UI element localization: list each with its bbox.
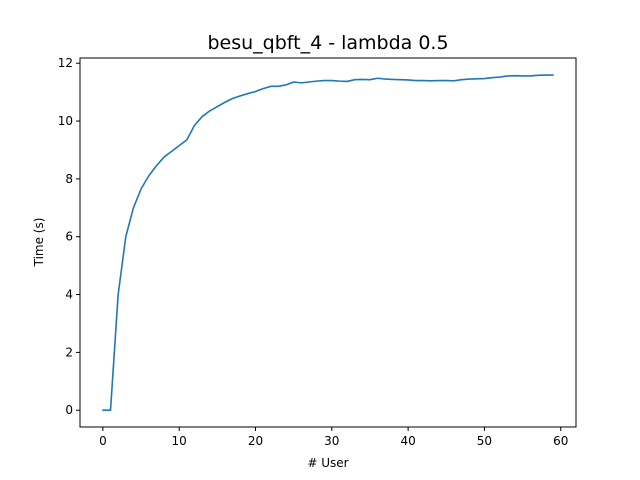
data-point [102, 409, 104, 411]
data-point [209, 110, 211, 112]
data-point [430, 80, 432, 82]
y-tick-label: 2 [65, 345, 73, 359]
data-point [346, 81, 348, 83]
data-point [552, 74, 554, 76]
data-point [323, 80, 325, 82]
y-axis-label: Time (s) [32, 218, 46, 268]
series-line-0 [102, 74, 554, 412]
data-point [201, 116, 203, 118]
data-point [148, 175, 150, 177]
x-tick-label: 40 [400, 434, 415, 448]
data-point [156, 165, 158, 167]
data-point [331, 80, 333, 82]
data-point [529, 75, 531, 77]
data-point [484, 78, 486, 80]
data-point [270, 86, 272, 88]
data-point [384, 78, 386, 80]
data-point [407, 79, 409, 81]
data-point [194, 125, 196, 127]
data-point [217, 106, 219, 108]
x-tick-label: 30 [324, 434, 339, 448]
data-point [278, 86, 280, 88]
y-tick-label: 8 [65, 172, 73, 186]
x-tick-label: 50 [477, 434, 492, 448]
series-layer [102, 74, 554, 412]
data-point [537, 75, 539, 77]
plot-background [80, 58, 576, 427]
data-point [499, 76, 501, 78]
y-axis: 0 2 4 6 8 10 12 [58, 56, 80, 417]
data-point [445, 80, 447, 82]
x-tick-label: 0 [99, 434, 107, 448]
data-point [491, 77, 493, 79]
data-point [423, 80, 425, 82]
data-point [300, 82, 302, 84]
data-point [232, 98, 234, 100]
data-point [140, 188, 142, 190]
data-point [438, 80, 440, 82]
data-point [400, 79, 402, 81]
data-point [308, 81, 310, 83]
data-point [186, 139, 188, 141]
data-point [117, 294, 119, 296]
data-point [247, 93, 249, 95]
plot-area [80, 58, 576, 427]
data-point [239, 95, 241, 97]
data-point [461, 79, 463, 81]
data-point [507, 75, 509, 77]
data-point [171, 151, 173, 153]
data-point [339, 80, 341, 82]
data-point [369, 79, 371, 81]
chart-title: besu_qbft_4 - lambda 0.5 [207, 32, 448, 54]
data-point [262, 88, 264, 90]
data-point [285, 84, 287, 86]
data-point [392, 79, 394, 81]
data-point [514, 75, 516, 77]
y-tick-label: 6 [65, 230, 73, 244]
data-point [468, 78, 470, 80]
data-point [354, 79, 356, 81]
x-tick-label: 60 [553, 434, 568, 448]
data-point [293, 81, 295, 83]
y-tick-label: 0 [65, 403, 73, 417]
data-point [377, 77, 379, 79]
plot-frame [79, 57, 577, 428]
data-point [362, 79, 364, 81]
y-tick-label: 4 [65, 288, 73, 302]
data-point [522, 75, 524, 77]
data-point [476, 78, 478, 80]
x-tick-label: 10 [172, 434, 187, 448]
data-point [163, 156, 165, 158]
data-point [453, 80, 455, 82]
data-point [110, 409, 112, 411]
data-point [415, 80, 417, 82]
x-axis: 0 10 20 30 40 50 60 [99, 427, 568, 448]
data-point [255, 91, 257, 93]
y-tick-label: 12 [58, 56, 73, 70]
data-point [316, 80, 318, 82]
data-point [133, 207, 135, 209]
x-axis-label: # User [307, 456, 348, 470]
x-tick-label: 20 [248, 434, 263, 448]
y-tick-label: 10 [58, 114, 73, 128]
data-point [545, 74, 547, 76]
data-point [125, 236, 127, 238]
data-point [178, 145, 180, 147]
data-point [224, 101, 226, 103]
